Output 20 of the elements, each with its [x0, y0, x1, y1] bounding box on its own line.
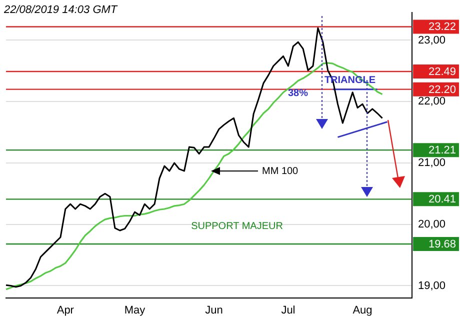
y-tick-label: 19,00	[418, 280, 446, 292]
ref-line-label: 22.49	[428, 66, 456, 78]
annotation: SUPPORT MAJEUR	[191, 220, 283, 232]
ref-line-label: 23.22	[428, 21, 456, 34]
x-tick-label: Jun	[205, 304, 223, 317]
y-tick-label: 20,00	[418, 218, 446, 230]
ref-line-label: 21.21	[428, 144, 456, 157]
x-tick-label: Apr	[56, 304, 74, 317]
x-tick-label: Jul	[281, 304, 296, 317]
annotation: 22/08/2019 14:03 GMT	[3, 4, 118, 16]
y-tick-label: 23,00	[418, 34, 446, 46]
ref-line-label: 22.20	[428, 84, 456, 96]
y-tick-label: 21,00	[418, 157, 446, 170]
annotation: 38%	[288, 88, 308, 99]
x-tick-label: May	[124, 304, 146, 317]
ref-line-label: 19.68	[428, 238, 456, 251]
y-tick-label: 22,00	[418, 96, 446, 108]
legend-label: MM 100	[262, 166, 299, 177]
x-tick-label: Aug	[352, 304, 372, 317]
ref-line-label: 20.41	[428, 194, 456, 206]
